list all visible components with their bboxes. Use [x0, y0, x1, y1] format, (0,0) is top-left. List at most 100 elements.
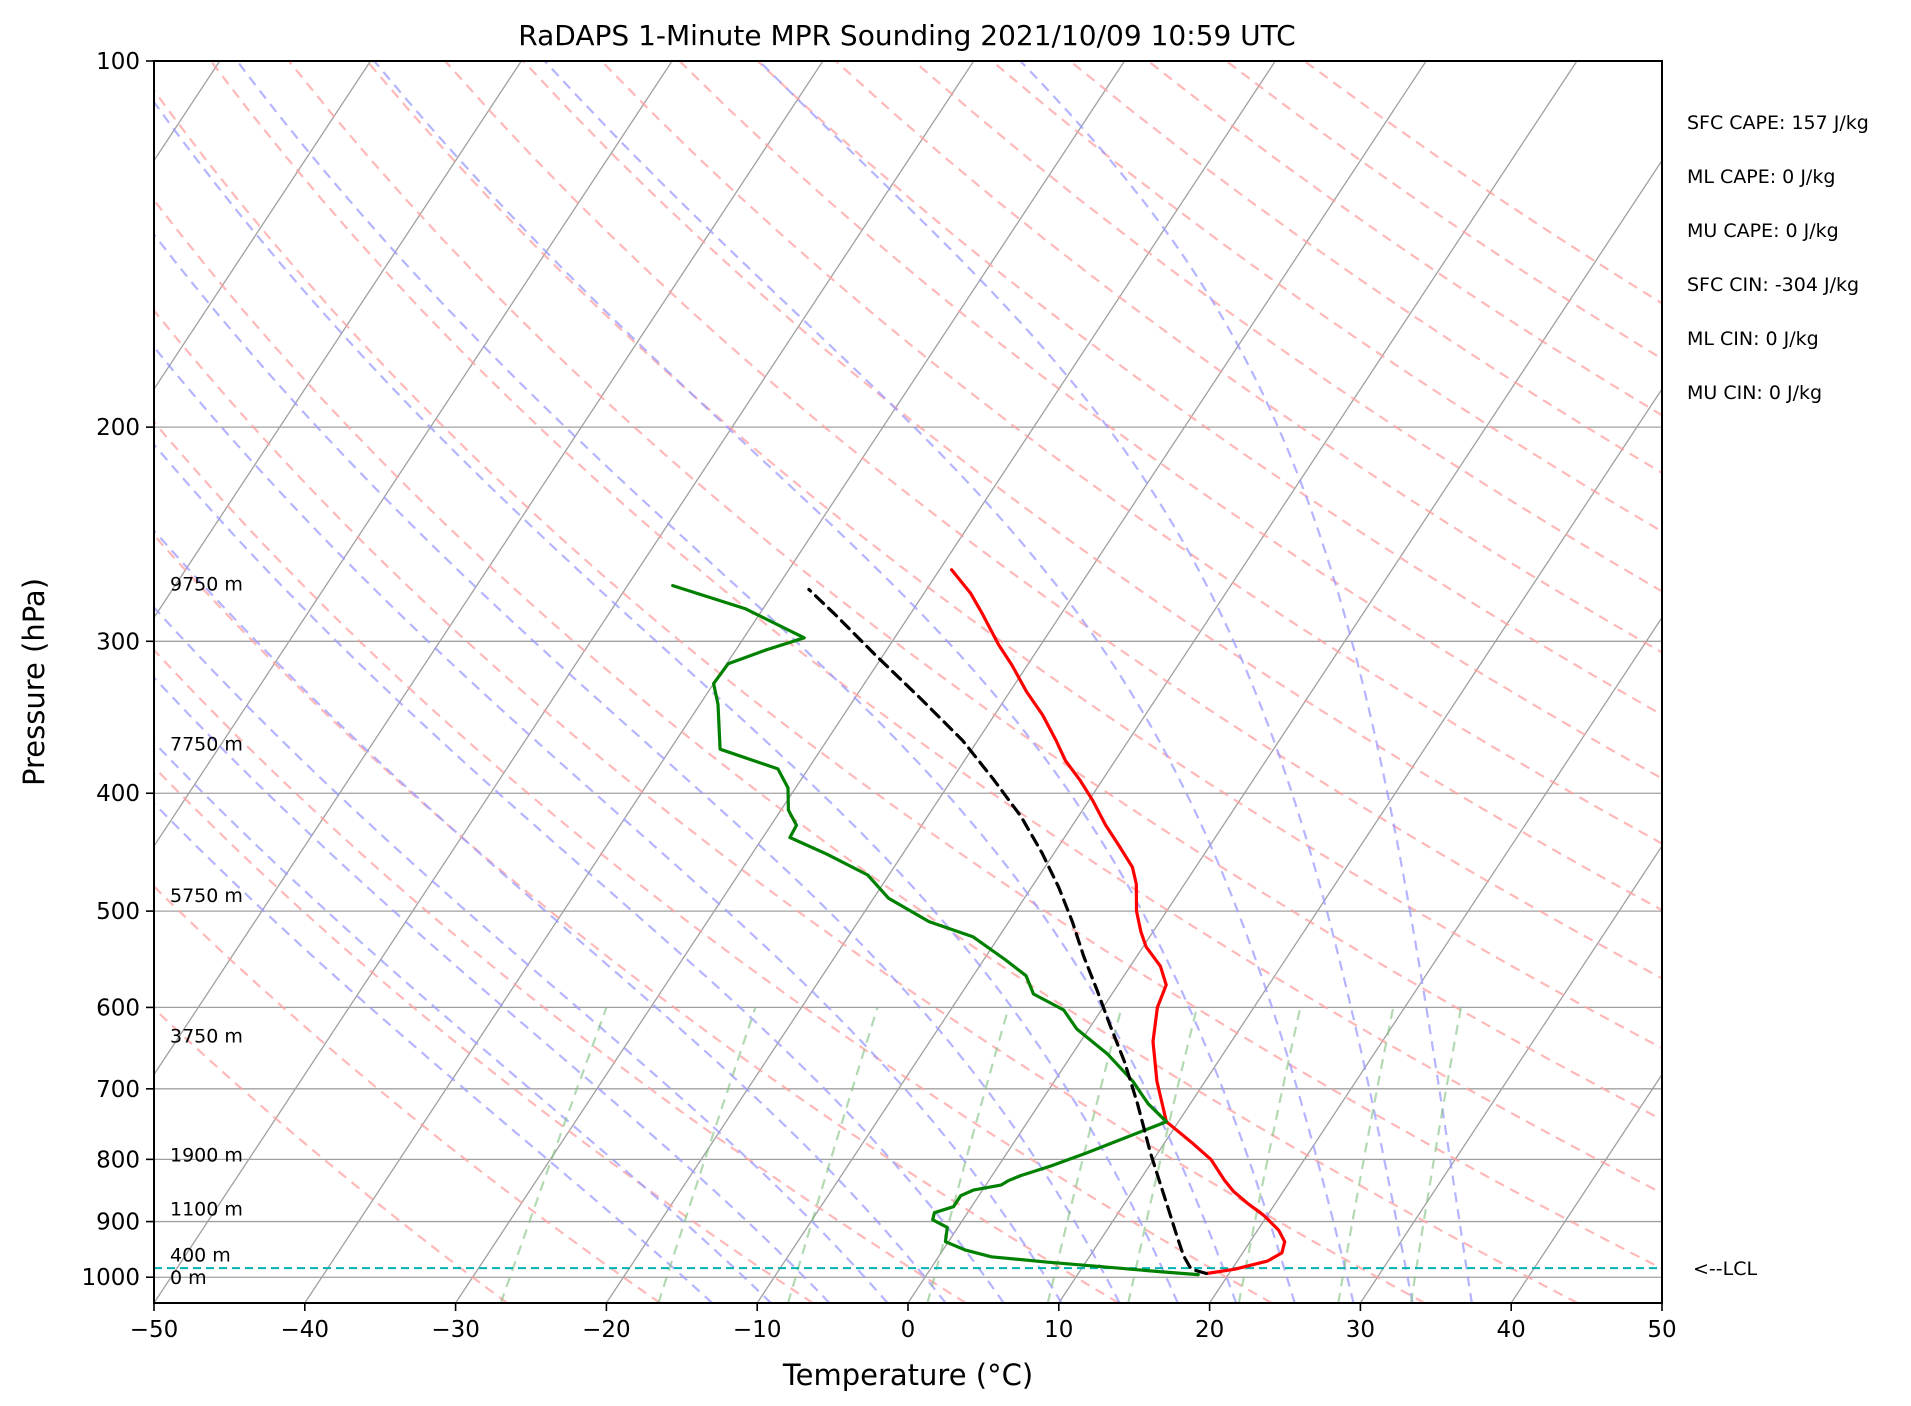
dry-adiabat [154, 765, 814, 1303]
x-tick-label: 10 [1044, 1317, 1073, 1343]
y-tick-label: 700 [96, 1077, 140, 1103]
moist-adiabat [543, 61, 1355, 1303]
parameter-label: MU CIN: 0 J/kg [1687, 382, 1822, 404]
x-tick-label: −40 [281, 1317, 330, 1343]
dry-adiabat [154, 198, 1579, 1303]
y-tick-label: 1000 [81, 1265, 140, 1291]
y-axis-label: Pressure (hPa) [17, 578, 51, 786]
moist-adiabat [154, 528, 947, 1303]
dewpoint-trace [671, 584, 1200, 1277]
sounding-traces [671, 568, 1287, 1277]
moist-adiabat [154, 675, 831, 1303]
parameters-panel: SFC CAPE: 157 J/kg ML CAPE: 0 J/kg MU CAPE… [1687, 112, 1869, 404]
y-tick-label: 800 [96, 1147, 140, 1173]
height-label: 3750 m [170, 1026, 243, 1048]
temperature-trace [950, 568, 1287, 1276]
parameter-label: MU CAPE: 0 J/kg [1687, 220, 1839, 242]
height-label: 0 m [170, 1267, 207, 1289]
moist-adiabat [154, 605, 889, 1303]
parameter-label: ML CIN: 0 J/kg [1687, 328, 1819, 350]
dry-adiabat [600, 61, 1662, 845]
isotherm [1813, 61, 1911, 1303]
mixing-ratio-line [926, 1007, 1010, 1303]
dry-adiabat [154, 420, 1273, 1303]
moist-adiabat [154, 801, 713, 1303]
dry-adiabat [1225, 61, 1662, 361]
moist-adiabat [373, 61, 1296, 1303]
dry-adiabat [154, 533, 1120, 1303]
isotherm [154, 61, 673, 848]
dry-adiabat [288, 61, 1662, 1122]
mixing-ratio-line [1409, 1007, 1463, 1303]
dry-adiabat [154, 648, 967, 1303]
dry-adiabat [756, 61, 1662, 717]
x-axis-label: Temperature (°C) [782, 1358, 1033, 1392]
x-tick-label: 50 [1647, 1317, 1676, 1343]
dry-adiabat [1303, 61, 1662, 305]
isotherm [907, 159, 1662, 1303]
isotherm [1661, 1301, 1662, 1303]
dry-adiabat [913, 61, 1662, 593]
mixing-ratio-line [786, 1007, 879, 1303]
plot-frame [153, 60, 1663, 1304]
mixing-ratio-line [499, 1007, 608, 1303]
x-tick-label: 40 [1497, 1317, 1526, 1343]
y-tick-label: 100 [96, 49, 140, 75]
dry-adiabat [991, 61, 1662, 533]
height-labels: 9750 m 7750 m 5750 m 3750 m 1900 m 1100 m 400 … [170, 574, 243, 1290]
moist-adiabat [1019, 61, 1473, 1303]
isotherm [1209, 616, 1662, 1303]
dry-adiabat [154, 1007, 508, 1303]
height-label: 9750 m [170, 574, 243, 596]
parameter-label: ML CAPE: 0 J/kg [1687, 166, 1835, 188]
isotherm [1510, 1073, 1662, 1303]
mixing-ratio-line [657, 1007, 757, 1303]
x-tick-label: 20 [1195, 1317, 1224, 1343]
isotherm [154, 61, 975, 1303]
height-label: 400 m [170, 1245, 231, 1267]
x-tick-label: −10 [733, 1317, 782, 1343]
moist-adiabat [236, 61, 1238, 1303]
dry-adiabat [154, 308, 1426, 1303]
moist-adiabat [758, 61, 1414, 1303]
dry-adiabat [1069, 61, 1662, 475]
x-tick-label: 30 [1346, 1317, 1375, 1343]
x-axis: −50 −40 −30 −20 −10 0 10 20 30 40 50 [130, 1303, 1677, 1343]
y-tick-label: 900 [96, 1210, 140, 1236]
height-label: 7750 m [170, 733, 243, 755]
dry-adiabat [444, 61, 1662, 980]
mixing-ratio-line [1127, 1007, 1198, 1303]
isotherm [154, 61, 372, 391]
y-tick-label: 400 [96, 781, 140, 807]
y-tick-label: 200 [96, 415, 140, 441]
moist-adiabat [154, 345, 1063, 1303]
mixing-ratio-line [1337, 1007, 1395, 1303]
x-tick-label: −30 [431, 1317, 480, 1343]
parameter-label: SFC CIN: -304 J/kg [1687, 274, 1859, 296]
lcl-label: <--LCL [1693, 1258, 1757, 1280]
y-tick-label: 300 [96, 629, 140, 655]
parameter-label: SFC CAPE: 157 J/kg [1687, 112, 1869, 134]
isotherm [154, 61, 824, 1076]
y-tick-label: 500 [96, 899, 140, 925]
dry-adiabat [209, 61, 1662, 1195]
height-label: 1100 m [170, 1199, 243, 1221]
isotherm [1359, 844, 1662, 1303]
dry-adiabat [834, 61, 1662, 654]
x-tick-label: −50 [130, 1317, 179, 1343]
isotherm [1058, 387, 1662, 1303]
moist-adiabat [154, 232, 1121, 1303]
dry-adiabat [1147, 61, 1662, 417]
x-tick-label: 0 [901, 1317, 916, 1343]
dry-adiabat [154, 88, 1662, 1270]
chart-title: RaDAPS 1-Minute MPR Sounding 2021/10/09 … [518, 19, 1295, 52]
isotherm [455, 61, 1276, 1303]
height-label: 5750 m [170, 885, 243, 907]
y-tick-label: 600 [96, 995, 140, 1021]
moist-adiabat [154, 740, 772, 1303]
x-tick-label: −20 [582, 1317, 631, 1343]
parcel-trace [807, 587, 1208, 1276]
y-axis: 100 200 300 400 500 600 700 800 900 1000 [81, 49, 154, 1291]
isotherm [605, 61, 1427, 1303]
